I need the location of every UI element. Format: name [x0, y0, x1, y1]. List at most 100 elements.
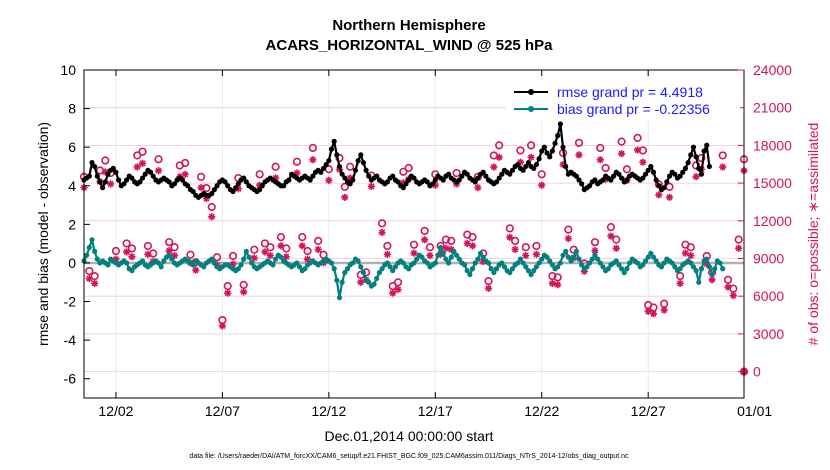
rmse-point: [123, 177, 130, 183]
obs-assimilated-point: [665, 193, 674, 201]
rmse-point: [89, 160, 95, 166]
obs-assimilated-point: [266, 251, 274, 260]
obs-assimilated-point: [107, 180, 115, 188]
rmse-point: [94, 173, 100, 179]
rmse-point: [544, 150, 550, 156]
obs-assimilated-point: [192, 266, 200, 274]
obs-possible-point: [564, 225, 573, 234]
obs-possible-point: [340, 182, 349, 191]
obs-possible-point: [292, 157, 302, 166]
rmse-point: [680, 169, 686, 175]
legend-bias-marker: [528, 106, 534, 112]
rmse-point: [459, 173, 465, 179]
obs-assimilated-point: [596, 156, 604, 164]
bias-point: [278, 254, 284, 260]
rmse-point: [384, 179, 390, 185]
rmse-point: [693, 154, 699, 160]
rmse-point: [555, 133, 561, 139]
rmse-point: [241, 175, 247, 181]
obs-possible-point: [298, 233, 307, 242]
obs-assimilated-point: [649, 310, 658, 318]
rmse-point: [685, 160, 691, 166]
obs-assimilated-point: [735, 244, 743, 252]
bias-point: [720, 266, 726, 272]
bias-point: [539, 256, 545, 262]
bias-point: [616, 262, 622, 268]
obs-possible-point: [606, 222, 616, 232]
obs-assimilated-point: [495, 153, 503, 161]
y-tick-label: 2: [68, 216, 76, 232]
rmse-point: [533, 161, 540, 168]
bias-point: [640, 262, 646, 268]
y2-tick-label: 0: [753, 364, 761, 380]
bias-point: [411, 260, 417, 266]
obs-possible-point: [553, 273, 562, 282]
rmse-point: [624, 177, 630, 183]
bias-point: [624, 266, 630, 272]
rmse-point: [496, 175, 502, 181]
obs-possible-point: [468, 233, 477, 242]
obs-possible-point: [196, 172, 206, 181]
rmse-point: [701, 148, 707, 154]
rmse-point: [499, 171, 505, 177]
obs-assimilated-point: [383, 250, 391, 258]
bias-point: [238, 262, 244, 268]
rmse-point: [355, 158, 361, 164]
rmse-point: [704, 142, 710, 148]
bias-point: [515, 260, 521, 266]
rmse-point: [493, 179, 500, 185]
rmse-point: [326, 158, 332, 164]
obs-possible-point: [346, 162, 355, 171]
rmse-point: [113, 169, 119, 175]
obs-assimilated-point: [708, 276, 716, 284]
bias-point: [86, 244, 92, 251]
obs-assimilated-point: [612, 244, 620, 252]
obs-assimilated-point: [138, 159, 147, 167]
bias-point: [328, 260, 335, 266]
bias-point: [573, 248, 579, 254]
bias-point: [339, 279, 345, 285]
bias-point: [241, 256, 247, 262]
rmse-point: [539, 148, 545, 154]
chart-title-line1: Northern Hemisphere: [332, 17, 485, 34]
bias-point: [520, 260, 526, 266]
rmse-point: [560, 144, 566, 150]
obs-possible-point: [409, 240, 419, 249]
bias-point: [645, 254, 651, 260]
bias-point: [190, 262, 196, 268]
obs-possible-point: [622, 165, 632, 174]
obs-possible-point: [122, 239, 131, 248]
bias-point: [270, 262, 276, 268]
rmse-point: [579, 181, 585, 187]
rmse-point: [664, 179, 670, 185]
obs-assimilated-point: [282, 253, 290, 261]
bias-point: [355, 258, 361, 264]
rmse-point: [86, 173, 92, 179]
bias-point: [392, 264, 398, 270]
bias-point: [690, 264, 697, 270]
bias-point: [273, 256, 279, 262]
legend-box: [506, 80, 740, 120]
rmse-point: [483, 173, 489, 179]
rmse-point: [523, 163, 529, 170]
y2-axis-ticks: 24000 21000 18000 15000 12000 9000 6000 3000 0: [738, 62, 792, 380]
obs-possible-point: [617, 137, 626, 146]
bias-point: [595, 256, 601, 262]
bias-point: [709, 271, 715, 278]
obs-assimilated-point: [463, 239, 471, 248]
bias-point: [605, 266, 611, 272]
bias-point: [390, 268, 396, 274]
obs-possible-point: [612, 235, 621, 244]
obs-assimilated-point: [442, 244, 450, 252]
bias-point: [698, 266, 705, 272]
obs-assimilated-point: [208, 213, 216, 221]
rmse-point: [608, 177, 614, 183]
rmse-point: [653, 177, 659, 183]
obs-possible-point: [138, 147, 147, 156]
bias-point: [597, 260, 603, 266]
legend-rmse-label: rmse grand pr = 4.4918: [557, 84, 703, 100]
y-tick-label: 0: [68, 255, 76, 271]
obs-possible-point: [601, 163, 610, 173]
bias-point: [456, 256, 462, 262]
obs-assimilated-point: [128, 253, 136, 261]
